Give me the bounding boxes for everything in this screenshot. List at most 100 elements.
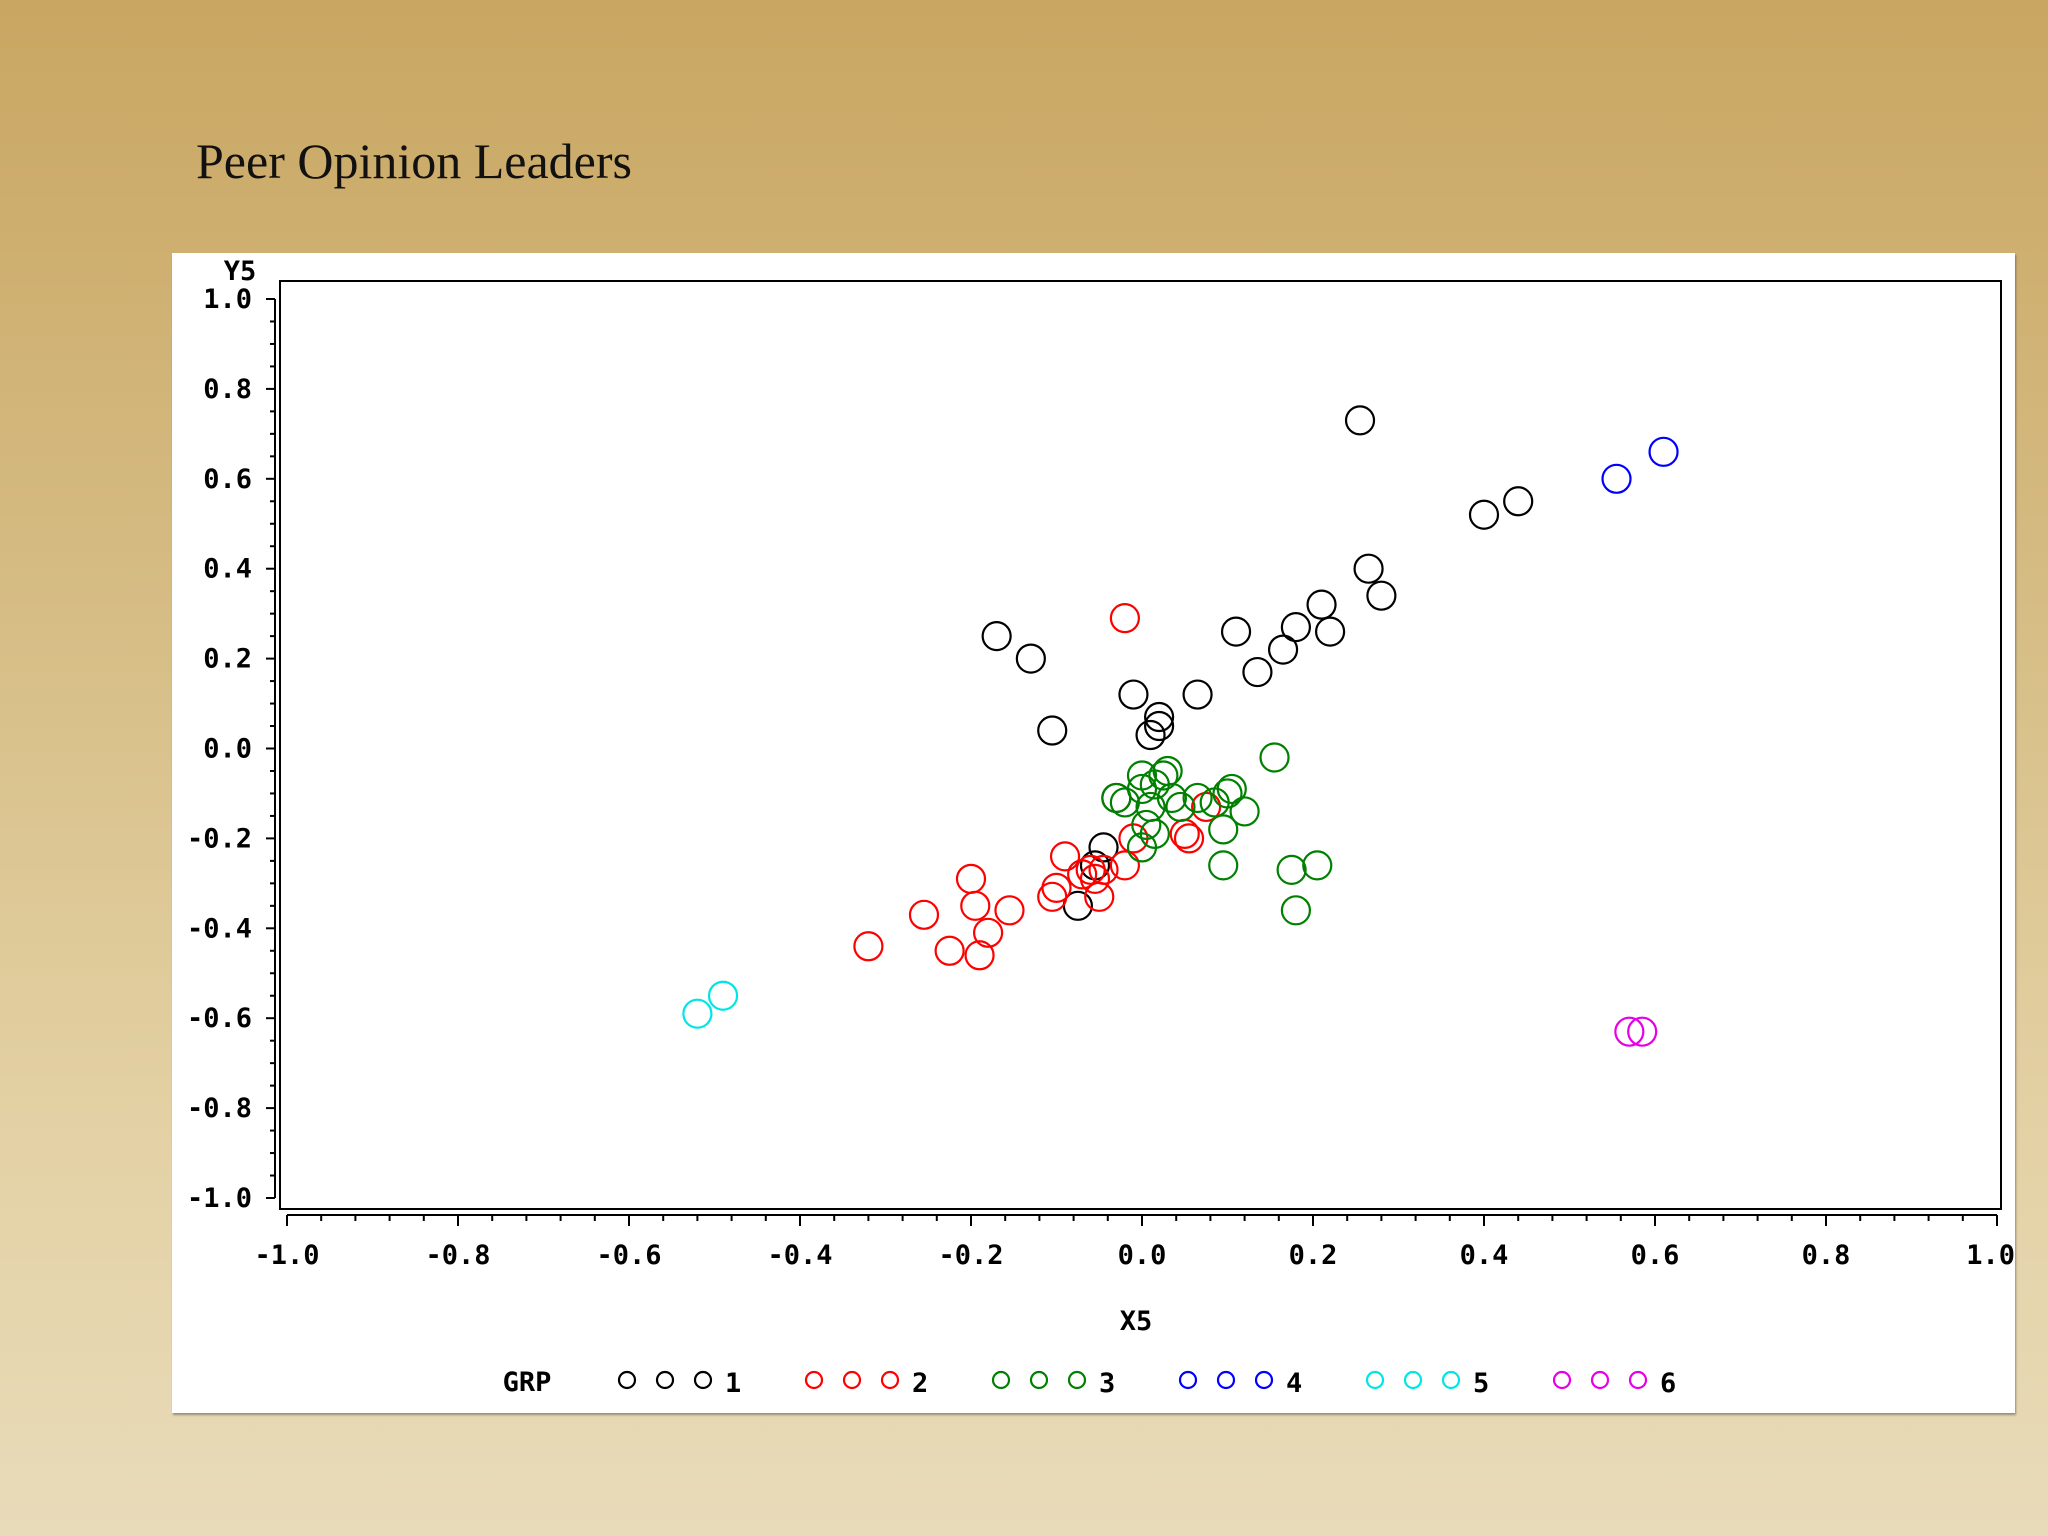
- data-point: [1015, 643, 1046, 674]
- data-point: [1242, 656, 1273, 688]
- data-point: [1366, 580, 1397, 611]
- legend-label: 6: [1660, 1368, 1676, 1399]
- series-group-4: [1601, 436, 1679, 494]
- y-tick-label: -0.8: [187, 1093, 252, 1124]
- data-point: [853, 931, 884, 962]
- data-point: [955, 863, 987, 894]
- x-axis: -1.0 -0.8 -0.6 -0.4 -0.2 0.0 0.2 0.4 0.6 0.8 1.0: [254, 1214, 2015, 1271]
- legend-title: GRP: [503, 1367, 552, 1398]
- data-point: [994, 895, 1025, 926]
- data-point: [1118, 679, 1149, 710]
- x-tick-label: -0.6: [596, 1240, 661, 1271]
- data-point: [1143, 710, 1175, 742]
- legend-marker: [1628, 1370, 1648, 1390]
- x-tick-label: 0.4: [1460, 1240, 1509, 1271]
- legend-marker: [1441, 1370, 1461, 1390]
- legend-item-4: 4: [1178, 1368, 1302, 1399]
- y-tick-label: 1.0: [203, 284, 252, 315]
- x-tick-label: -0.8: [425, 1240, 490, 1271]
- legend-marker: [1552, 1370, 1572, 1390]
- legend-marker: [880, 1370, 900, 1390]
- data-point: [1216, 773, 1247, 805]
- legend-label: 2: [912, 1368, 928, 1399]
- x-tick-label: -1.0: [254, 1240, 319, 1271]
- x-tick-label: 0.8: [1802, 1240, 1851, 1271]
- legend-marker: [1178, 1370, 1198, 1390]
- data-point: [1306, 589, 1337, 620]
- data-point: [1614, 1016, 1645, 1047]
- y-tick-label: -1.0: [187, 1183, 252, 1214]
- y-tick-label: 0.0: [203, 734, 252, 765]
- y-tick-label: 0.2: [203, 644, 252, 675]
- legend-marker: [693, 1370, 713, 1390]
- data-point: [1109, 787, 1141, 818]
- data-point: [1126, 832, 1158, 863]
- series-group-6: [1614, 1016, 1658, 1047]
- legend-item-2: 2: [804, 1368, 928, 1399]
- data-point: [1156, 782, 1188, 814]
- y-axis-label: Y5: [224, 256, 257, 287]
- data-point: [934, 935, 965, 966]
- data-point: [1344, 405, 1376, 436]
- legend-label: 3: [1099, 1368, 1115, 1399]
- data-point: [1088, 832, 1119, 863]
- data-point: [1037, 715, 1068, 746]
- data-point: [682, 998, 713, 1029]
- data-point: [1627, 1016, 1658, 1047]
- data-point: [972, 917, 1004, 948]
- x-axis-label: X5: [1120, 1306, 1153, 1337]
- legend-marker: [617, 1370, 637, 1390]
- legend-marker: [1216, 1370, 1236, 1390]
- legend-marker: [1029, 1370, 1049, 1390]
- legend-label: 5: [1473, 1368, 1489, 1399]
- data-point: [1109, 603, 1141, 634]
- x-tick-label: 0.2: [1289, 1240, 1338, 1271]
- slide-title: Peer Opinion Leaders: [196, 133, 632, 189]
- data-point: [981, 621, 1012, 652]
- data-point: [1280, 895, 1312, 926]
- plot-frame: [279, 280, 2002, 1210]
- series-group-3: [1101, 742, 1333, 926]
- data-point: [1276, 854, 1307, 885]
- data-point: [1208, 814, 1239, 845]
- legend-marker: [1067, 1370, 1087, 1390]
- data-point: [1126, 773, 1158, 805]
- data-point: [1088, 854, 1119, 885]
- legend-marker: [1365, 1370, 1385, 1390]
- data-point: [1648, 436, 1679, 467]
- data-point: [1353, 553, 1384, 584]
- data-point: [1259, 742, 1290, 773]
- data-point: [1314, 616, 1346, 647]
- legend: 1 2 3 4 5 6: [617, 1368, 1676, 1399]
- legend-item-3: 3: [991, 1368, 1115, 1399]
- legend-marker: [1403, 1370, 1423, 1390]
- data-point: [707, 980, 739, 1011]
- data-point: [1199, 787, 1230, 818]
- data-point: [1468, 499, 1500, 530]
- legend-item-5: 5: [1365, 1368, 1489, 1399]
- legend-marker: [1590, 1370, 1610, 1390]
- data-point: [1067, 859, 1098, 890]
- y-tick-label: -0.2: [187, 823, 252, 854]
- data-points: [682, 405, 1679, 1047]
- plot-panel: 1.0 0.8 0.6 0.4 0.2 0.0 -0.2 -0.4 -0.6 -0.8 -1.0 -…: [172, 253, 2015, 1413]
- data-point: [1267, 634, 1299, 665]
- legend-marker: [1254, 1370, 1274, 1390]
- x-tick-label: -0.4: [767, 1240, 832, 1271]
- data-point: [1302, 850, 1333, 881]
- x-tick-label: -0.2: [938, 1240, 1003, 1271]
- data-point: [1280, 612, 1312, 643]
- legend-marker: [655, 1370, 675, 1390]
- data-point: [1079, 863, 1111, 894]
- data-point: [1191, 791, 1222, 823]
- legend-marker: [842, 1370, 862, 1390]
- data-point: [1212, 778, 1243, 809]
- data-point: [1165, 791, 1196, 823]
- data-point: [960, 890, 991, 921]
- data-point: [1182, 679, 1213, 710]
- data-point: [1182, 782, 1213, 814]
- legend-item-1: 1: [617, 1368, 741, 1399]
- y-axis: 1.0 0.8 0.6 0.4 0.2 0.0 -0.2 -0.4 -0.6 -0.8 -1.0: [187, 284, 276, 1214]
- legend-item-6: 6: [1552, 1368, 1676, 1399]
- scatter-chart: 1.0 0.8 0.6 0.4 0.2 0.0 -0.2 -0.4 -0.6 -0.8 -1.0 -…: [187, 256, 2015, 1399]
